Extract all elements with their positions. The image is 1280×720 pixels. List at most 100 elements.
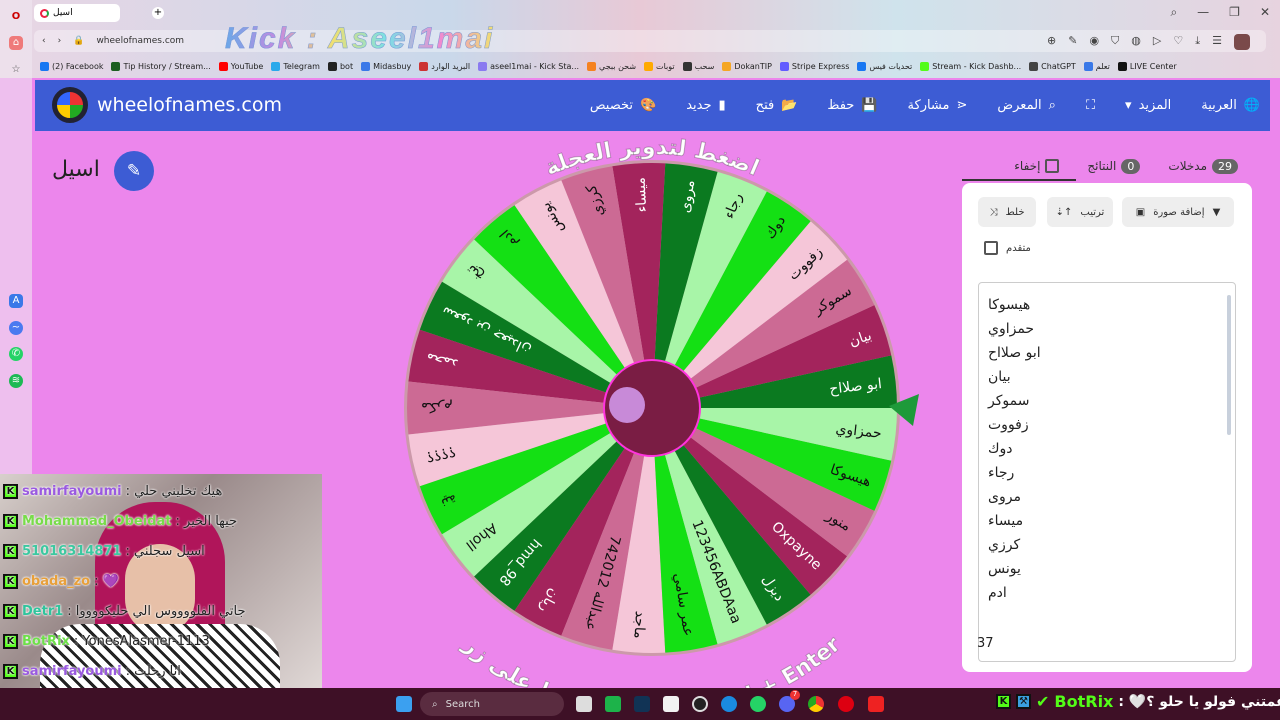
wheel-segment[interactable]	[652, 408, 767, 645]
vpn-icon[interactable]: ◍	[1131, 34, 1141, 47]
bookmark-item[interactable]: تحديات فيس	[857, 61, 912, 71]
site-logo[interactable]	[52, 87, 88, 123]
wheel-segment[interactable]	[474, 205, 652, 408]
menu-icon[interactable]: ☰	[1212, 34, 1222, 47]
chrome-icon[interactable]	[808, 696, 824, 712]
edge-icon[interactable]	[721, 696, 737, 712]
bookmark-item[interactable]: Tip History / Stream...	[111, 61, 211, 71]
wheel-segment[interactable]	[652, 305, 892, 408]
tab-entries[interactable]: 29 مدخلات	[1154, 158, 1252, 174]
wheel-segment[interactable]	[514, 408, 652, 636]
hide-checkbox[interactable]: إخفاء	[1000, 159, 1073, 173]
app-x-icon[interactable]	[868, 696, 884, 712]
discord-icon[interactable]: 7	[779, 690, 800, 712]
task-view-icon[interactable]	[576, 696, 592, 712]
wheel-center-image[interactable]	[603, 359, 701, 457]
zoom-icon[interactable]: ⊕	[1047, 34, 1057, 47]
wheel-segment[interactable]	[652, 221, 848, 408]
wheel-segment[interactable]	[474, 408, 652, 611]
obs-icon[interactable]	[692, 696, 708, 712]
appstore-icon[interactable]: A	[9, 294, 23, 308]
store-icon[interactable]	[663, 696, 679, 712]
wheel-segment[interactable]	[652, 163, 718, 408]
wheel-segment[interactable]	[442, 408, 652, 577]
advanced-checkbox-box[interactable]	[984, 241, 998, 255]
add-image-button[interactable]: ▼ إضافة صورة ▣	[1122, 197, 1234, 227]
menu-fullscreen[interactable]: ⛶	[1086, 98, 1095, 113]
opera-taskbar-icon[interactable]	[838, 696, 854, 712]
advanced-checkbox[interactable]: متقدم	[984, 241, 1031, 255]
menu-open[interactable]: 📂 فتح	[755, 98, 798, 113]
entries-textarea[interactable]: هيسوكا حمزاوي ابو صلااح بيان سموكر زفووت دوك رج…	[978, 282, 1236, 662]
bookmark-item[interactable]: البريد الوارد	[419, 61, 470, 71]
heart-icon[interactable]: ♡	[1173, 34, 1184, 47]
wheel-segment[interactable]	[652, 355, 897, 408]
bookmark-item[interactable]: Stream - Kick Dashb...	[920, 61, 1021, 71]
menu-customize[interactable]: 🎨 تخصيص	[589, 98, 657, 113]
whatsapp-icon[interactable]: ✆	[9, 347, 23, 361]
wheel-segment[interactable]	[652, 408, 718, 653]
bookmark-item[interactable]: توبات	[644, 61, 675, 71]
bookmark-item[interactable]: LIVE Center	[1117, 61, 1177, 71]
new-tab-button[interactable]: +	[152, 7, 164, 19]
address-bar[interactable]: ‹ › 🔒 wheelofnames.com	[34, 30, 1266, 52]
wheel-segment[interactable]	[419, 408, 652, 535]
home-icon[interactable]: ⌂	[9, 36, 23, 50]
bookmark-item[interactable]: Midasbuy	[361, 61, 411, 71]
restore-button[interactable]: ❐	[1229, 5, 1240, 19]
wheel-segment[interactable]	[652, 171, 767, 408]
close-button[interactable]: ✕	[1259, 5, 1270, 19]
menu-new[interactable]: ▮ جديد	[686, 98, 726, 113]
wheel-segment[interactable]	[652, 408, 892, 511]
edit-icon[interactable]: ✎	[1068, 34, 1078, 47]
minimize-button[interactable]: —	[1197, 5, 1210, 19]
bookmark-item[interactable]: aseel1mai - Kick Sta...	[478, 61, 579, 71]
bookmark-item[interactable]: شحن ببجي	[587, 61, 636, 71]
fem-app-icon[interactable]	[605, 696, 621, 712]
bookmark-item[interactable]: DokanTIP	[722, 61, 772, 71]
wheel-segment[interactable]	[652, 408, 811, 625]
wheel-segment[interactable]	[419, 281, 652, 408]
wheel-segment[interactable]	[652, 191, 811, 408]
menu-language[interactable]: 🌐 العربية	[1201, 98, 1260, 113]
wheel-segment[interactable]	[442, 239, 652, 408]
search-tabs-icon[interactable]: ⌕	[1170, 5, 1178, 19]
wheel-segment[interactable]	[612, 408, 666, 653]
menu-share[interactable]: ⋖ مشاركة	[907, 98, 968, 113]
wheel-segment[interactable]	[561, 166, 652, 408]
wheel-segment[interactable]	[652, 408, 897, 461]
profile-avatar[interactable]	[1234, 34, 1250, 50]
sort-button[interactable]: ترتيب ↑⇣	[1047, 197, 1113, 227]
tab-results[interactable]: 0 النتائج	[1073, 158, 1154, 174]
wheel-segment[interactable]	[612, 163, 666, 408]
site-name[interactable]: wheelofnames.com	[97, 94, 282, 116]
bookmark-item[interactable]: YouTube	[218, 61, 263, 71]
windows-start-icon[interactable]	[396, 696, 412, 712]
wheel-segment[interactable]	[406, 381, 652, 435]
star-icon[interactable]: ☆	[11, 64, 21, 75]
bookmark-item[interactable]: Stripe Express	[779, 61, 849, 71]
menu-gallery[interactable]: ⌕ المعرض	[997, 98, 1056, 113]
bookmark-item[interactable]: تعلم	[1083, 61, 1110, 71]
wheel-segment[interactable]	[408, 408, 652, 487]
send-icon[interactable]: ▷	[1152, 34, 1162, 47]
forward-icon[interactable]: ›	[57, 36, 62, 46]
bookmark-item[interactable]: bot	[327, 61, 353, 71]
hide-checkbox-box[interactable]	[1045, 159, 1060, 173]
taskbar-search[interactable]: ⌕ Search	[420, 692, 564, 716]
shuffle-button[interactable]: خلط ⤨	[978, 197, 1036, 227]
edit-title-button[interactable]: ✎	[114, 151, 154, 191]
back-icon[interactable]: ‹	[42, 36, 46, 46]
wheel-segment[interactable]	[652, 408, 848, 595]
menu-more[interactable]: المزيد ▾	[1125, 98, 1172, 113]
bookmark-item[interactable]: (2) Facebook	[40, 61, 103, 71]
menu-save[interactable]: 💾 حفظ	[827, 98, 878, 113]
shield-icon[interactable]: ⛉	[1111, 34, 1120, 47]
download-icon[interactable]: ⤓	[1195, 34, 1201, 47]
wheel-segment[interactable]	[652, 408, 875, 557]
wheel-segment[interactable]	[561, 408, 652, 650]
wheel-segment[interactable]	[408, 329, 652, 408]
wheel-segment[interactable]	[652, 259, 875, 408]
camera-icon[interactable]: ◉	[1089, 34, 1100, 47]
